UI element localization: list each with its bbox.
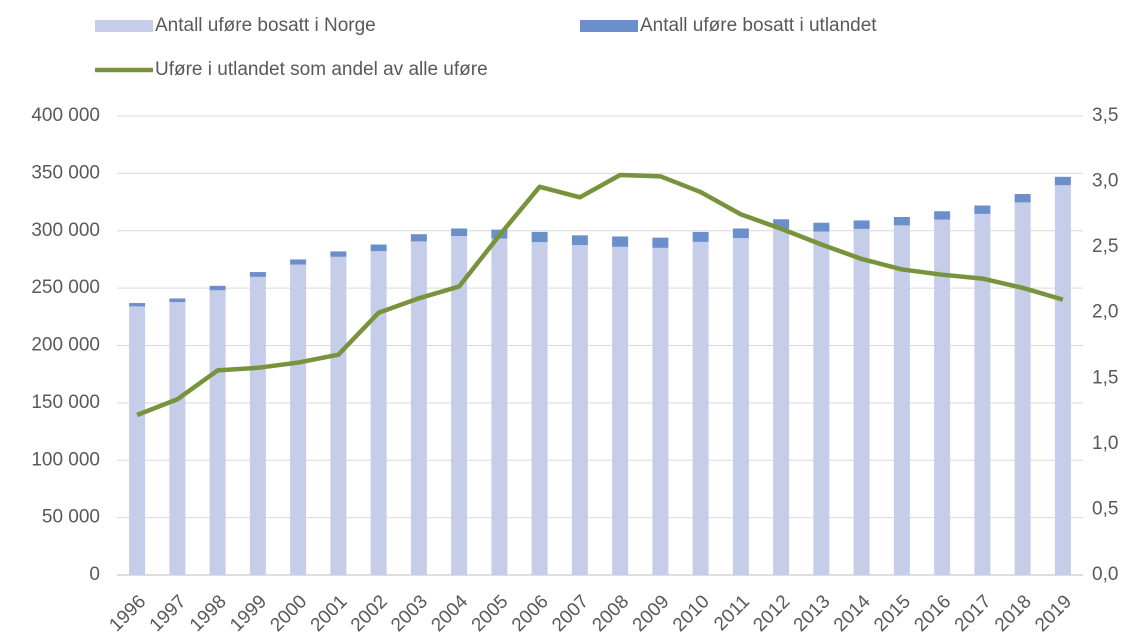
y-tick-label: 300 000 [31, 220, 100, 241]
bar-segment [129, 303, 146, 307]
x-tick-label: 2000 [266, 591, 311, 636]
bar-segment [370, 251, 387, 575]
bar-segment [410, 241, 427, 575]
bar-segment [612, 246, 629, 575]
x-tick-label: 2017 [951, 591, 996, 636]
bar-segment [531, 242, 548, 576]
bar-segment [531, 231, 548, 243]
y-tick-label: 350 000 [31, 162, 100, 183]
bar-segment [652, 237, 669, 248]
bar-segment [773, 219, 790, 229]
bar-segment [169, 298, 186, 303]
bar-segment [692, 231, 709, 242]
y2-tick-label: 2,5 [1092, 236, 1118, 257]
bar-segment [491, 238, 508, 576]
bar-segment [451, 228, 468, 237]
bar-segment [853, 220, 870, 229]
bar-segment [1014, 194, 1031, 203]
y-tick-label: 200 000 [31, 335, 100, 356]
y-tick-label: 150 000 [31, 392, 100, 413]
x-tick-label: 2005 [468, 591, 513, 636]
y-tick-label: 400 000 [31, 105, 100, 126]
bar-segment [571, 235, 588, 246]
bar-segment [330, 256, 347, 575]
bar-segment [410, 234, 427, 242]
x-tick-label: 2015 [870, 591, 915, 636]
y2-tick-label: 0,0 [1092, 564, 1118, 585]
y2-tick-label: 2,0 [1092, 302, 1118, 323]
x-tick-label: 2011 [710, 591, 754, 635]
bar-segment [451, 236, 468, 575]
x-tick-label: 2016 [910, 591, 955, 636]
x-tick-label: 2009 [629, 591, 674, 636]
bar-segment [732, 237, 749, 575]
bar-segment [652, 247, 669, 575]
x-tick-label: 2018 [991, 591, 1036, 636]
y2-tick-label: 3,0 [1092, 171, 1118, 192]
bar-segment [974, 205, 991, 214]
bar-segment [169, 302, 186, 575]
bar-segment [1054, 185, 1071, 575]
bar-segment [209, 285, 226, 291]
x-tick-label: 2002 [347, 591, 392, 636]
y2-tick-label: 3,5 [1092, 105, 1118, 126]
y-tick-label: 100 000 [31, 449, 100, 470]
legend-label: Antall uføre bosatt i Norge [155, 15, 376, 36]
bar-segment [571, 245, 588, 575]
bar-segment [290, 259, 307, 265]
legend-label: Antall uføre bosatt i utlandet [640, 15, 877, 36]
bar-segment [732, 228, 749, 238]
bar-segment [893, 225, 910, 575]
bar-segment [249, 272, 266, 277]
bar-segment [934, 211, 951, 220]
x-tick-label: 2001 [307, 591, 352, 636]
bar-segment [813, 222, 830, 232]
x-tick-label: 2012 [749, 591, 794, 636]
bar-segment [370, 244, 387, 252]
x-tick-label: 2003 [387, 591, 432, 636]
y2-tick-label: 1,5 [1092, 367, 1118, 388]
x-tick-label: 1996 [105, 591, 150, 636]
bar-segment [330, 251, 347, 257]
x-tick-label: 1997 [146, 591, 191, 636]
bar-segment [773, 228, 790, 575]
bar-segment [974, 213, 991, 575]
x-tick-label: 2008 [588, 591, 633, 636]
x-tick-label: 2019 [1031, 591, 1076, 636]
legend-label: Uføre i utlandet som andel av alle uføre [155, 59, 488, 80]
legend-swatch [580, 20, 638, 32]
x-tick-label: 2006 [508, 591, 553, 636]
bar-segment [813, 231, 830, 575]
bar-segment [692, 241, 709, 576]
x-tick-label: 2010 [669, 591, 714, 636]
legend-swatch [95, 20, 153, 32]
bar-segment [209, 290, 226, 575]
bar-segment [934, 219, 951, 575]
bar-segment [249, 276, 266, 575]
y-tick-label: 250 000 [31, 277, 100, 298]
bar-segment [129, 306, 146, 575]
y-tick-label: 50 000 [42, 507, 100, 528]
x-tick-label: 2004 [427, 591, 472, 636]
bar-segment [290, 264, 307, 575]
x-tick-label: 2014 [830, 591, 875, 636]
x-tick-label: 2007 [548, 591, 593, 636]
x-tick-label: 2013 [790, 591, 835, 636]
y-tick-label: 0 [89, 564, 100, 585]
bar-segment [1054, 176, 1071, 186]
y2-tick-label: 1,0 [1092, 433, 1118, 454]
x-tick-label: 1999 [226, 591, 271, 636]
y2-tick-label: 0,5 [1092, 498, 1118, 519]
bar-segment [1014, 202, 1031, 576]
bar-segment [853, 228, 870, 575]
line-series [136, 172, 1064, 418]
bar-segment [893, 216, 910, 226]
x-tick-label: 1998 [186, 591, 231, 636]
bar-segment [612, 236, 629, 247]
